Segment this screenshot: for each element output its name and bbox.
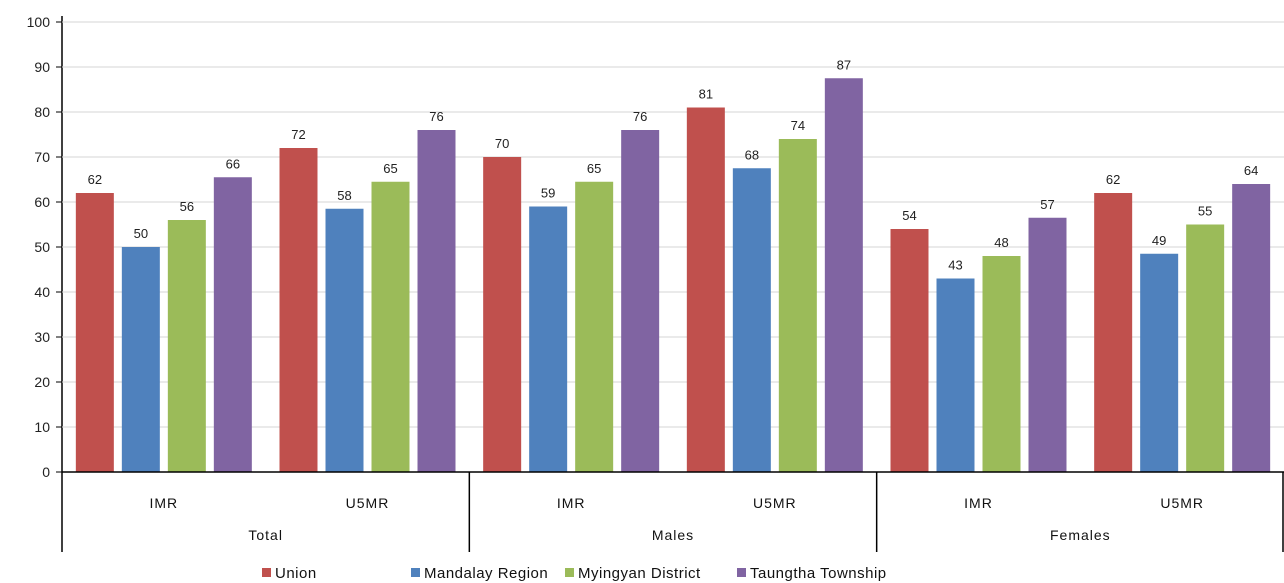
legend-label: Union (275, 565, 317, 582)
data-label: 48 (994, 235, 1008, 250)
data-label: 70 (495, 136, 509, 151)
legend-swatch (262, 568, 271, 577)
bar (778, 139, 817, 472)
category-label: IMR (149, 495, 178, 511)
y-tick-label: 20 (34, 374, 50, 390)
bar (890, 229, 929, 472)
bar (824, 78, 863, 472)
data-label: 87 (837, 57, 851, 72)
y-tick-label: 80 (34, 104, 50, 120)
category-label: IMR (557, 495, 586, 511)
data-label: 62 (88, 172, 102, 187)
legend-swatch (565, 568, 574, 577)
y-tick-label: 30 (34, 329, 50, 345)
bar (121, 247, 160, 472)
bar (279, 148, 318, 472)
x-axis: IMR U5MR IMR U5MR IMR U5MR Total Males Females (61, 471, 1284, 552)
data-label: 65 (383, 161, 397, 176)
data-label: 74 (791, 118, 805, 133)
data-label: 57 (1040, 197, 1054, 212)
y-tick-label: 0 (42, 464, 50, 480)
bar (936, 278, 975, 472)
bar (732, 168, 771, 472)
bar (75, 193, 114, 472)
bar (213, 177, 252, 472)
data-label: 62 (1106, 172, 1120, 187)
bar (1140, 253, 1179, 472)
bar (1232, 184, 1271, 472)
bar (1028, 217, 1067, 472)
data-label: 81 (699, 87, 713, 102)
category-label: U5MR (346, 495, 390, 511)
data-label: 76 (429, 109, 443, 124)
data-label: 59 (541, 186, 555, 201)
data-label: 76 (633, 109, 647, 124)
group-label: Total (248, 527, 283, 543)
data-label: 72 (291, 127, 305, 142)
y-tick-label: 70 (34, 149, 50, 165)
bar (529, 206, 568, 472)
y-tick-label: 100 (27, 14, 51, 30)
data-label: 68 (745, 147, 759, 162)
bars (75, 78, 1271, 472)
value-labels: 62 72 70 81 54 62 50 58 59 68 43 49 56 65 65 74 48 55 66 76… (88, 57, 1259, 272)
legend-label: Mandalay Region (424, 565, 548, 582)
data-label: 54 (902, 208, 916, 223)
y-axis: 0 10 20 30 40 50 60 70 80 90 100 (27, 14, 1284, 480)
bar (167, 220, 206, 472)
legend-swatch (411, 568, 420, 577)
data-label: 49 (1152, 233, 1166, 248)
data-label: 64 (1244, 163, 1258, 178)
y-tick-label: 90 (34, 59, 50, 75)
data-label: 56 (180, 199, 194, 214)
bar (371, 181, 410, 472)
data-label: 55 (1198, 204, 1212, 219)
category-label: IMR (964, 495, 993, 511)
legend-label: Taungtha Township (750, 565, 887, 582)
y-tick-label: 50 (34, 239, 50, 255)
y-tick-label: 60 (34, 194, 50, 210)
bar (1186, 224, 1225, 472)
bar (417, 130, 456, 472)
data-label: 43 (948, 258, 962, 273)
group-label: Males (652, 527, 694, 543)
y-tick-label: 40 (34, 284, 50, 300)
category-label: U5MR (1160, 495, 1204, 511)
legend-label: Myingyan District (578, 565, 701, 582)
y-tick-label: 10 (34, 419, 50, 435)
legend-swatch (737, 568, 746, 577)
bar (483, 157, 522, 472)
bar (686, 107, 725, 472)
bar (1094, 193, 1133, 472)
bar (982, 256, 1021, 472)
bar (575, 181, 614, 472)
data-label: 66 (226, 156, 240, 171)
group-label: Females (1050, 527, 1111, 543)
bar (621, 130, 660, 472)
data-label: 50 (134, 226, 148, 241)
data-label: 58 (337, 188, 351, 203)
bar (325, 208, 364, 472)
legend: Union Mandalay Region Myingyan District Tau… (262, 565, 887, 582)
category-label: U5MR (753, 495, 797, 511)
data-label: 65 (587, 161, 601, 176)
